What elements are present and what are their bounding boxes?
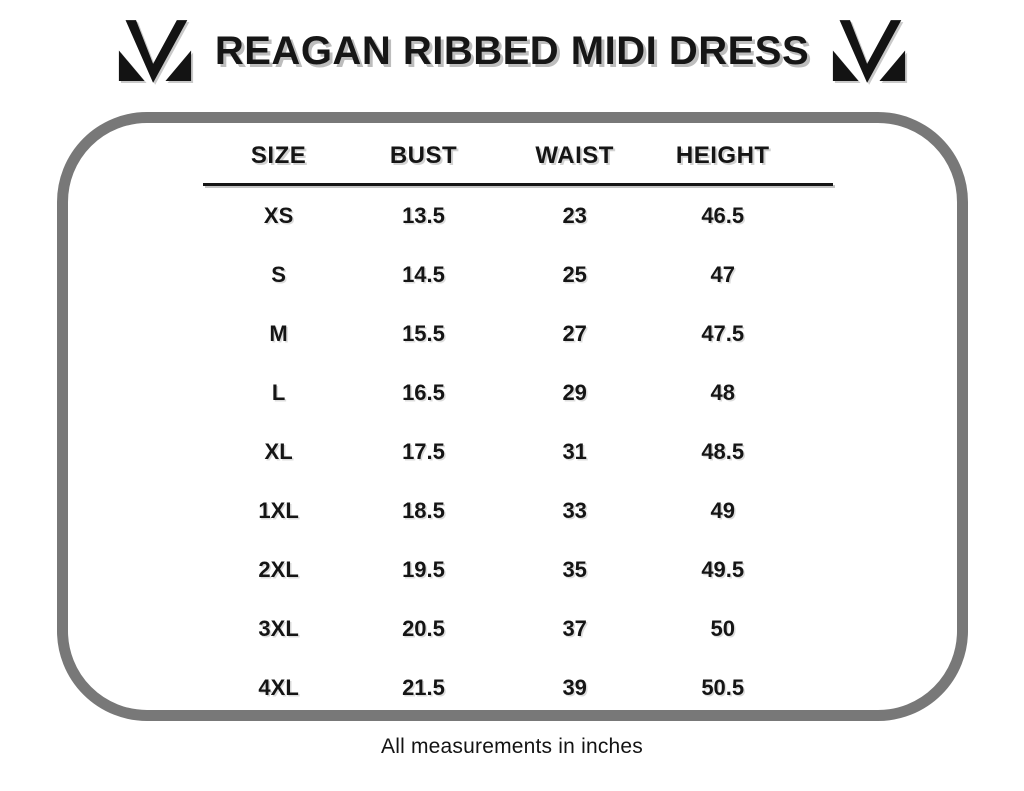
bust-cell: 13.5 <box>402 202 445 228</box>
height-cell: 48.5 <box>701 438 745 464</box>
header-divider <box>203 183 833 186</box>
bust-cell: 21.5 <box>402 674 445 700</box>
size-cell: XL <box>264 438 293 464</box>
brand-m-monogram-icon <box>833 19 906 83</box>
size-chart-panel <box>57 112 968 721</box>
height-cell: 47.5 <box>701 320 745 346</box>
size-cell: L <box>271 379 286 405</box>
waist-cell: 31 <box>562 438 587 464</box>
size-cell: 2XL <box>258 556 299 582</box>
table-row: 3XL 20.5 37 50 <box>203 599 833 658</box>
size-cell: 3XL <box>258 615 299 641</box>
waist-cell: 35 <box>562 556 587 582</box>
waist-cell: 39 <box>562 674 587 700</box>
height-cell: 48 <box>710 379 735 405</box>
bust-cell: 16.5 <box>402 379 445 405</box>
waist-cell: 27 <box>562 320 587 346</box>
column-header-bust: BUST <box>389 142 458 169</box>
size-cell: XS <box>263 202 294 228</box>
measurements-note: All measurements in inches <box>381 735 643 758</box>
table-row: XS 13.5 23 46.5 <box>203 186 833 245</box>
bust-cell: 15.5 <box>402 320 445 346</box>
table-row: 1XL 18.5 33 49 <box>203 481 833 540</box>
bust-cell: 20.5 <box>402 615 445 641</box>
height-cell: 47 <box>710 261 735 287</box>
bust-cell: 17.5 <box>402 438 445 464</box>
table-row: 2XL 19.5 35 49.5 <box>203 540 833 599</box>
waist-cell: 33 <box>562 497 587 523</box>
table-row: L 16.5 29 48 <box>203 363 833 422</box>
size-cell: 1XL <box>258 497 299 523</box>
page-title: REAGAN RIBBED MIDI DRESS <box>214 28 810 73</box>
table-body: XS 13.5 23 46.5 S 14.5 25 47 M 15.5 27 4… <box>203 186 833 717</box>
height-cell: 49.5 <box>701 556 745 582</box>
table-row: XL 17.5 31 48.5 <box>203 422 833 481</box>
size-cell: M <box>269 320 288 346</box>
bust-cell: 19.5 <box>402 556 445 582</box>
table-header-row: SIZE BUST WAIST HEIGHT <box>203 138 833 183</box>
bust-cell: 18.5 <box>402 497 445 523</box>
height-cell: 50 <box>710 615 735 641</box>
size-cell: 4XL <box>258 674 299 700</box>
height-cell: 46.5 <box>701 202 745 228</box>
size-chart-table: SIZE BUST WAIST HEIGHT XS 13.5 23 46.5 S… <box>203 138 833 717</box>
height-cell: 50.5 <box>701 674 745 700</box>
waist-cell: 29 <box>562 379 587 405</box>
column-header-waist: WAIST <box>535 142 614 169</box>
bust-cell: 14.5 <box>402 261 445 287</box>
waist-cell: 25 <box>562 261 587 287</box>
header: REAGAN RIBBED MIDI DRESS <box>0 0 1024 102</box>
waist-cell: 37 <box>562 615 587 641</box>
brand-m-monogram-icon <box>118 19 191 83</box>
height-cell: 49 <box>710 497 735 523</box>
waist-cell: 23 <box>562 202 587 228</box>
table-row: S 14.5 25 47 <box>203 245 833 304</box>
column-header-size: SIZE <box>250 142 307 169</box>
table-row: 4XL 21.5 39 50.5 <box>203 658 833 717</box>
size-cell: S <box>271 261 286 287</box>
column-header-height: HEIGHT <box>675 142 770 169</box>
table-row: M 15.5 27 47.5 <box>203 304 833 363</box>
